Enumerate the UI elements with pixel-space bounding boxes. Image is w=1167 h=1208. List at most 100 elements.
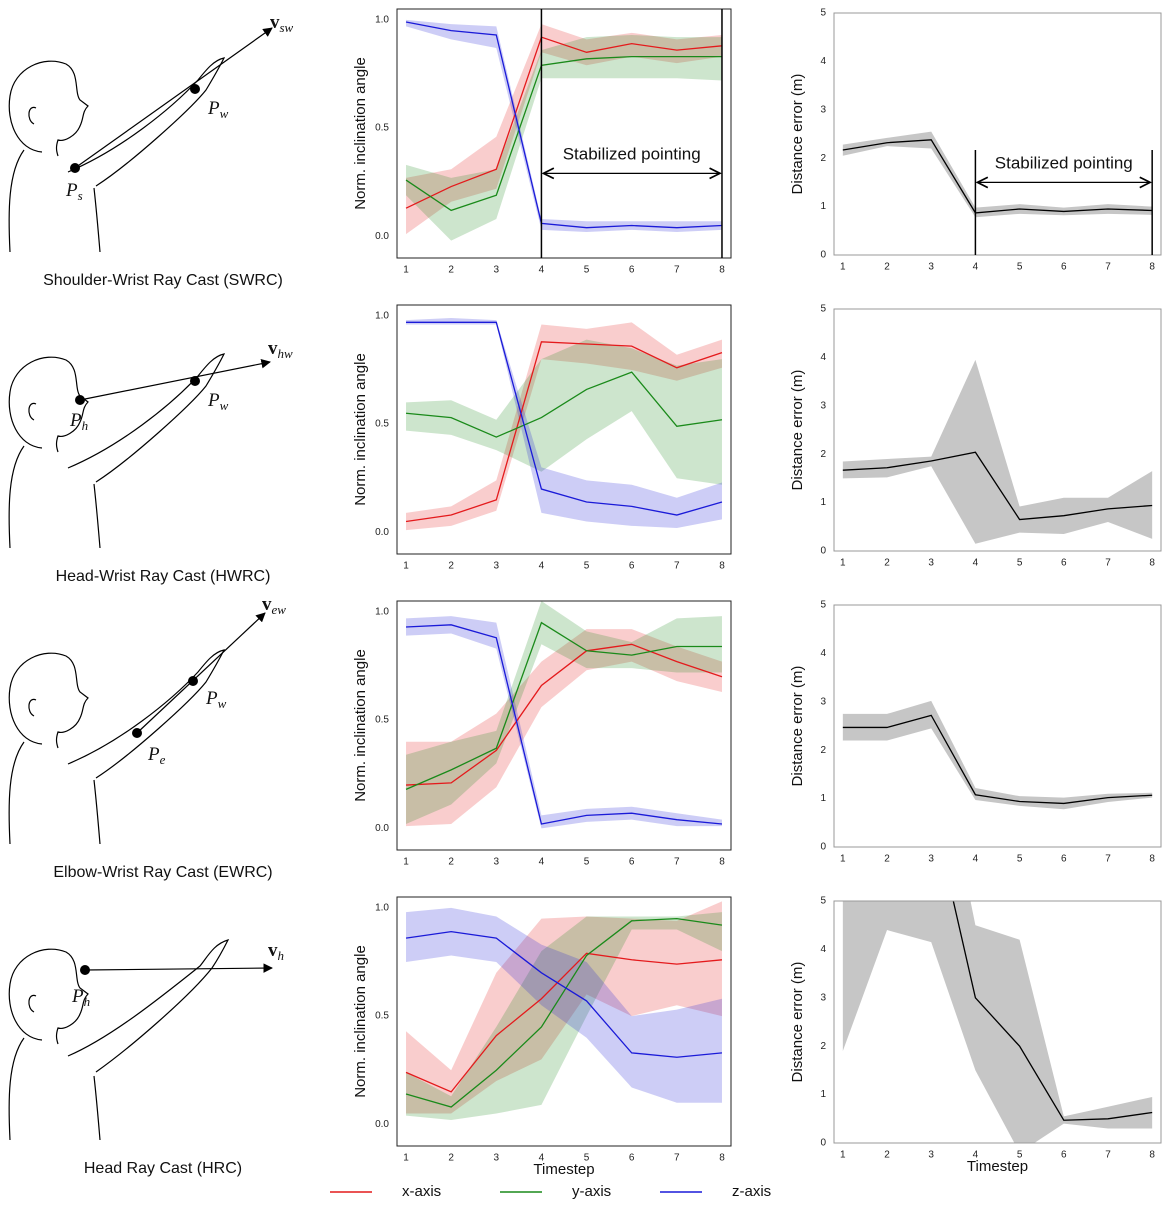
y-tick-label: 0.0	[375, 1119, 389, 1130]
joint-dot	[80, 965, 90, 975]
legend-label: x-axis	[402, 1183, 441, 1200]
y-axis-label: Norm. inclination angle	[352, 649, 369, 802]
y-tick-label: 5	[820, 896, 826, 907]
y-tick-label: 4	[820, 648, 826, 659]
y-axis-label: Distance error (m)	[789, 666, 806, 787]
person-body	[9, 1038, 100, 1140]
caption: Head Ray Cast (HRC)	[84, 1160, 242, 1177]
plot	[406, 20, 722, 241]
x-tick-label: 6	[1061, 854, 1067, 865]
joint-dot	[70, 163, 80, 173]
point-label: vew	[262, 594, 286, 617]
x-tick-label: 4	[973, 262, 979, 273]
x-tick-label: 5	[584, 857, 590, 868]
x-tick-label: 1	[840, 854, 846, 865]
label-base: P	[205, 688, 218, 709]
y-tick-label: 4	[820, 352, 826, 363]
x-tick-label: 2	[448, 1153, 454, 1164]
ray	[80, 362, 270, 400]
x-tick-label: 1	[403, 857, 409, 868]
person-head	[9, 357, 88, 452]
x-tick-label: 4	[973, 854, 979, 865]
point-label: Ph	[71, 986, 90, 1009]
x-tick-label: 1	[403, 265, 409, 276]
x-tick-label: 2	[448, 857, 454, 868]
annotation: Stabilized pointing	[563, 144, 701, 163]
x-tick-label: 1	[840, 1150, 846, 1161]
person-head	[9, 653, 88, 748]
label-base: P	[147, 744, 160, 765]
x-tick-label: 3	[494, 561, 500, 572]
y-tick-label: 1	[820, 201, 826, 212]
y-tick-label: 0.5	[375, 419, 389, 430]
y-tick-label: 1.0	[375, 902, 389, 913]
x-tick-label: 3	[928, 262, 934, 273]
joint-dot	[188, 676, 198, 686]
y-tick-label: 0	[820, 546, 826, 557]
y-tick-label: 3	[820, 696, 826, 707]
y-tick-label: 4	[820, 56, 826, 67]
caption: Elbow-Wrist Ray Cast (EWRC)	[53, 864, 272, 881]
y-tick-label: 0	[820, 842, 826, 853]
x-tick-label: 6	[1061, 558, 1067, 569]
label-base: P	[65, 180, 78, 201]
y-axis-label: Norm. inclination angle	[352, 945, 369, 1098]
x-tick-label: 5	[1017, 558, 1023, 569]
label-base: v	[270, 12, 280, 33]
y-axis-label: Distance error (m)	[789, 962, 806, 1083]
label-base: P	[207, 390, 220, 411]
y-tick-label: 1	[820, 497, 826, 508]
y-tick-label: 1.0	[375, 310, 389, 321]
x-tick-label: 3	[928, 1150, 934, 1161]
y-tick-label: 1.0	[375, 14, 389, 25]
y-tick-label: 5	[820, 8, 826, 19]
x-tick-label: 6	[629, 561, 635, 572]
y-axis-label: Distance error (m)	[789, 370, 806, 491]
legend-label: y-axis	[572, 1183, 611, 1200]
x-tick-label: 2	[884, 558, 890, 569]
band	[406, 601, 722, 824]
label-base: P	[71, 986, 84, 1007]
y-tick-label: 0	[820, 250, 826, 261]
x-tick-label: 8	[1149, 558, 1155, 569]
x-tick-label: 2	[884, 262, 890, 273]
page: {"figure": { "captions": ["Shoulder-Wris…	[0, 0, 1167, 1208]
band	[843, 132, 1152, 218]
point-label: Pw	[207, 98, 229, 121]
x-tick-label: 4	[539, 857, 545, 868]
x-tick-label: 4	[973, 558, 979, 569]
y-tick-label: 0.0	[375, 231, 389, 242]
y-tick-label: 0.0	[375, 527, 389, 538]
x-tick-label: 8	[719, 561, 725, 572]
illustration: vswPwPs	[9, 12, 293, 252]
x-tick-label: 8	[719, 857, 725, 868]
label-sub: sw	[280, 20, 294, 35]
x-tick-label: 1	[840, 558, 846, 569]
label-base: v	[268, 940, 278, 961]
y-tick-label: 0.5	[375, 123, 389, 134]
y-axis-label: Distance error (m)	[789, 74, 806, 195]
x-tick-label: 8	[1149, 262, 1155, 273]
x-tick-label: 5	[584, 265, 590, 276]
point-label: vsw	[270, 12, 294, 35]
person-body	[9, 446, 100, 548]
x-axis-label: Timestep	[967, 1158, 1028, 1175]
plot	[406, 901, 722, 1120]
x-tick-label: 2	[448, 561, 454, 572]
x-tick-label: 7	[1105, 854, 1111, 865]
x-tick-label: 4	[539, 561, 545, 572]
person-body	[9, 150, 100, 252]
x-tick-label: 3	[494, 1153, 500, 1164]
label-sub: ew	[272, 602, 287, 617]
y-tick-label: 2	[820, 1041, 826, 1052]
y-tick-label: 1	[820, 1089, 826, 1100]
y-tick-label: 0.5	[375, 715, 389, 726]
x-tick-label: 6	[1061, 1150, 1067, 1161]
x-tick-label: 5	[584, 561, 590, 572]
x-tick-label: 6	[629, 857, 635, 868]
y-tick-label: 5	[820, 600, 826, 611]
y-tick-label: 3	[820, 104, 826, 115]
label-sub: h	[278, 948, 285, 963]
